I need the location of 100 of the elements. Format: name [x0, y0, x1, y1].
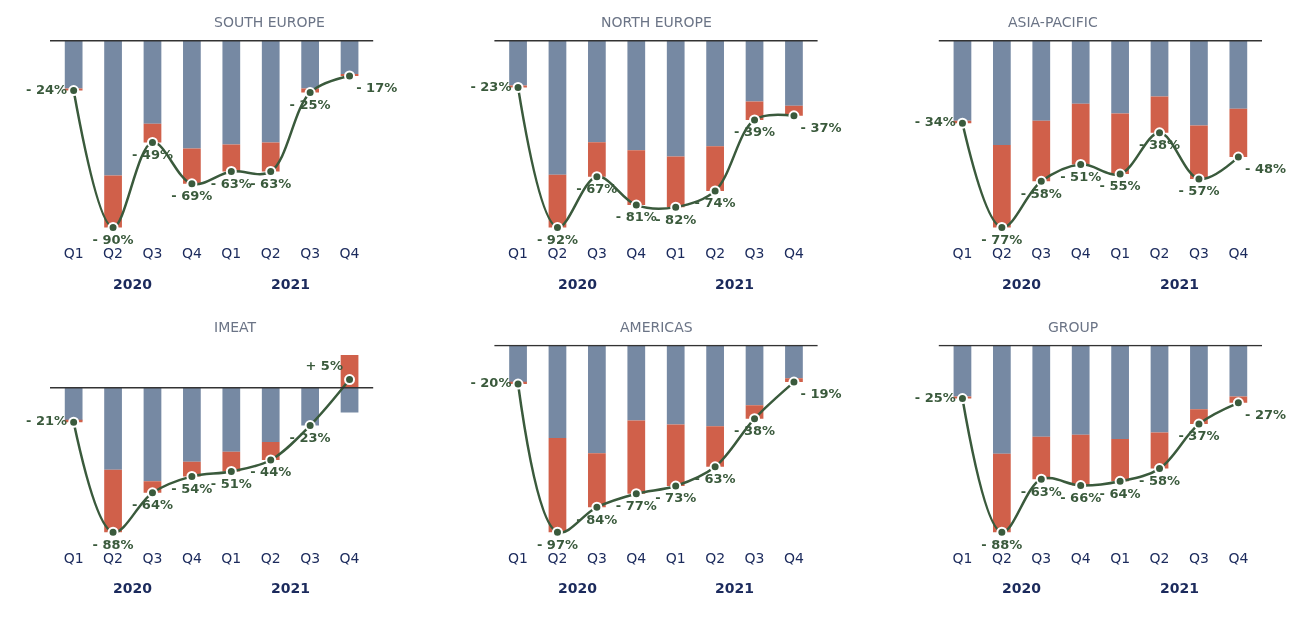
x-tick-label: Q1	[1110, 550, 1131, 566]
data-label: - 88%	[92, 536, 134, 552]
data-label: - 64%	[131, 497, 173, 513]
x-tick-label: Q1	[63, 550, 84, 566]
annotation: 2021	[1160, 276, 1199, 292]
x-tick-label: Q3	[300, 245, 321, 262]
x-tick-label: Q3	[586, 550, 607, 566]
chart-title: SOUTH EUROPE	[214, 14, 325, 30]
annotation: 2021	[271, 580, 310, 596]
x-tick-label: Q1	[508, 550, 529, 566]
x-tick-label: Q4	[783, 245, 804, 262]
chart-title: IMEAT	[214, 319, 257, 335]
x-tick-label: Q4	[181, 550, 202, 566]
annotation: 2021	[271, 276, 310, 292]
data-label: - 69%	[171, 188, 213, 204]
x-tick-label: Q4	[1228, 245, 1249, 262]
annotation: 2020	[558, 580, 598, 596]
x-tick-label: Q1	[665, 550, 686, 566]
chart-title: ASIA-PACIFIC	[1008, 14, 1098, 30]
x-tick-label: Q4	[1070, 245, 1091, 262]
annotation: 2020	[1002, 580, 1042, 596]
x-tick-label: Q1	[952, 245, 973, 262]
data-label: - 48%	[1244, 161, 1287, 177]
x-tick-label: Q3	[1188, 550, 1209, 566]
data-label: - 90%	[92, 231, 134, 247]
x-tick-label: Q4	[626, 550, 647, 566]
data-label: - 88%	[981, 536, 1023, 552]
data-label: - 63%	[210, 175, 252, 191]
annotation: 2021	[715, 580, 754, 596]
x-tick-label: Q3	[142, 550, 163, 566]
data-label: - 37%	[1178, 428, 1220, 444]
chart-title: AMERICAS	[620, 319, 693, 335]
data-label: - 38%	[734, 423, 776, 439]
x-tick-label: Q3	[744, 550, 765, 566]
data-label: - 25%	[914, 389, 956, 405]
x-tick-label: Q1	[221, 245, 242, 262]
data-label: - 39%	[734, 124, 776, 140]
x-tick-label: Q3	[300, 550, 321, 566]
data-label: - 21%	[25, 413, 68, 429]
x-tick-label: Q3	[1031, 245, 1052, 262]
x-tick-label: Q3	[1031, 550, 1052, 566]
x-tick-label: Q2	[991, 550, 1012, 566]
x-tick-label: Q2	[991, 245, 1012, 262]
data-label: - 81%	[615, 209, 657, 225]
x-tick-label: Q2	[103, 245, 124, 262]
data-label: - 97%	[536, 536, 578, 552]
data-label: - 67%	[576, 181, 618, 197]
x-tick-label: Q2	[1149, 550, 1170, 566]
x-tick-label: Q4	[783, 550, 804, 566]
x-tick-label: Q1	[1110, 245, 1131, 262]
data-label: - 27%	[1244, 407, 1287, 423]
x-tick-label: Q1	[665, 245, 686, 262]
data-label: - 77%	[981, 231, 1023, 247]
x-tick-label: Q3	[1188, 245, 1209, 262]
annotation: 2020	[1002, 276, 1042, 292]
x-tick-label: Q2	[260, 245, 281, 262]
data-label: - 57%	[1178, 183, 1220, 199]
x-tick-label: Q1	[63, 245, 84, 262]
annotation: 2020	[558, 276, 598, 292]
x-tick-label: Q1	[221, 550, 242, 566]
data-label: - 73%	[655, 490, 697, 506]
data-label: - 17%	[356, 80, 398, 96]
x-tick-label: Q3	[142, 245, 163, 262]
x-tick-label: Q4	[339, 550, 360, 566]
data-label: - 44%	[250, 464, 292, 480]
x-tick-label: Q2	[547, 550, 568, 566]
x-tick-label: Q4	[339, 245, 360, 262]
data-label: - 58%	[1020, 185, 1062, 201]
x-tick-label: Q3	[586, 245, 607, 262]
data-label: - 23%	[470, 78, 512, 94]
annotation: 2020	[113, 580, 153, 596]
x-tick-label: Q2	[1149, 245, 1170, 262]
data-label: - 77%	[615, 498, 657, 514]
x-tick-label: Q2	[103, 550, 124, 566]
x-tick-label: Q2	[705, 245, 726, 262]
data-label: - 19%	[800, 386, 842, 402]
annotation: 2021	[715, 276, 754, 292]
chart-title: NORTH EUROPE	[601, 14, 712, 30]
x-tick-label: Q4	[1070, 550, 1091, 566]
data-label: - 92%	[536, 231, 578, 247]
x-tick-label: Q2	[260, 550, 281, 566]
x-tick-label: Q4	[181, 245, 202, 262]
data-label: - 51%	[1060, 168, 1102, 184]
x-tick-label: Q2	[705, 550, 726, 566]
chart-title: GROUP	[1048, 319, 1099, 335]
data-label: - 37%	[800, 120, 842, 136]
data-label: - 58%	[1139, 472, 1181, 488]
annotation: 2020	[113, 276, 153, 292]
x-tick-label: Q2	[547, 245, 568, 262]
x-tick-label: Q4	[1228, 550, 1249, 566]
x-tick-label: Q3	[744, 245, 765, 262]
annotation: 2021	[1160, 580, 1199, 596]
data-label: - 23%	[289, 429, 331, 445]
data-label: - 63%	[1020, 483, 1062, 499]
x-tick-label: Q1	[508, 245, 529, 262]
data-label: - 24%	[25, 81, 68, 97]
data-label: - 34%	[914, 114, 956, 130]
x-tick-label: Q1	[952, 550, 973, 566]
data-label: - 20%	[470, 375, 512, 391]
x-tick-label: Q4	[626, 245, 647, 262]
